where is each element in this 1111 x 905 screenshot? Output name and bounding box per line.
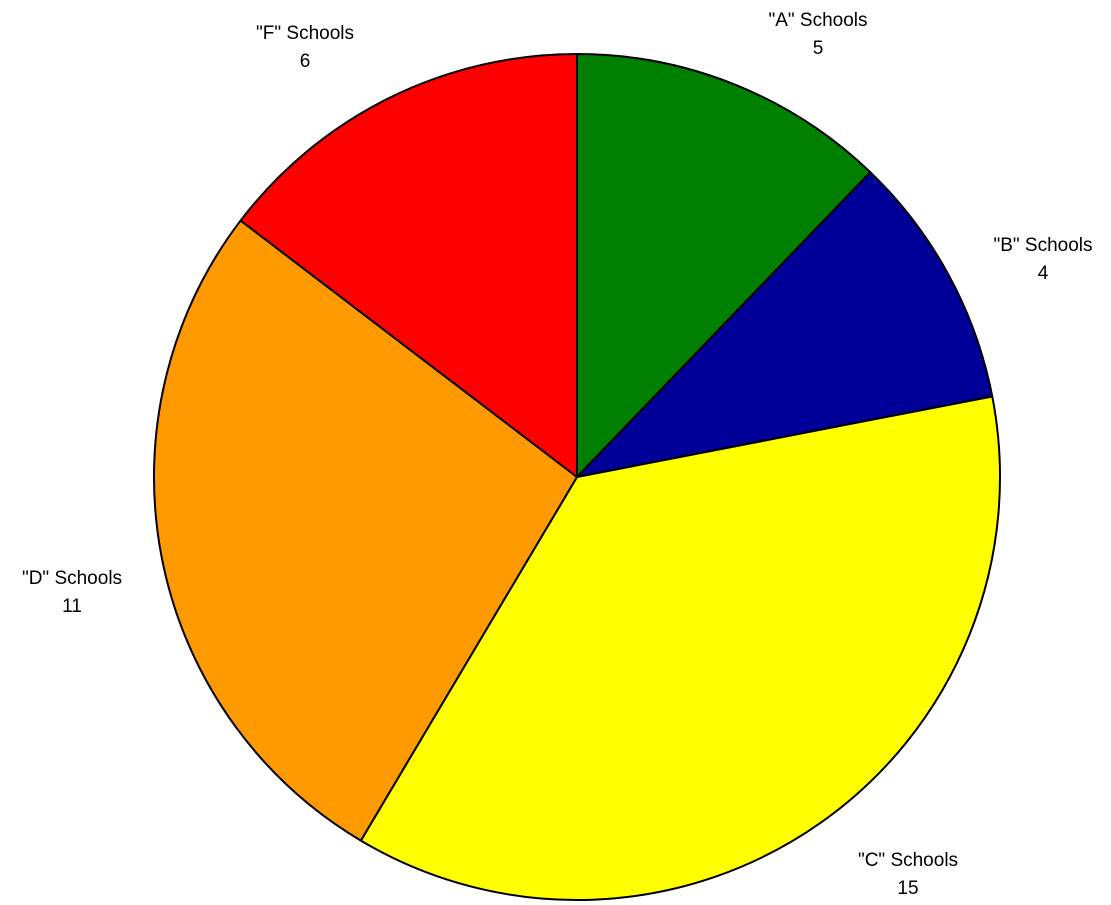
data-label-category: "F" Schools xyxy=(256,23,354,44)
data-label-category: "A" Schools xyxy=(768,10,867,31)
data-label-bschools: "B" Schools 4 xyxy=(993,235,1092,284)
pie-slices xyxy=(153,53,1001,901)
data-label-cschools: "C" Schools 15 xyxy=(858,850,958,899)
pie-slice-dschools xyxy=(153,219,578,842)
data-label-value: 4 xyxy=(1038,263,1049,284)
pie-slice-cschools xyxy=(359,395,1001,901)
data-label-value: 11 xyxy=(62,596,82,617)
pie-labels: "A" Schools 5 "B" Schools 4 "C" Schools 15 "D"… xyxy=(22,10,1093,899)
data-label-value: 6 xyxy=(300,51,311,72)
pie-slice-aschools xyxy=(576,53,872,478)
data-label-value: 5 xyxy=(813,38,824,59)
data-label-category: "B" Schools xyxy=(993,235,1092,256)
data-label-category: "C" Schools xyxy=(858,850,958,871)
data-label-fschools: "F" Schools 6 xyxy=(256,23,354,72)
data-label-category: "D" Schools xyxy=(22,568,122,589)
pie-slice-bschools xyxy=(576,171,994,478)
data-label-value: 15 xyxy=(897,878,918,899)
data-label-aschools: "A" Schools 5 xyxy=(768,10,867,59)
pie-slice-fschools xyxy=(239,53,578,478)
data-label-dschools: "D" Schools 11 xyxy=(22,568,122,617)
